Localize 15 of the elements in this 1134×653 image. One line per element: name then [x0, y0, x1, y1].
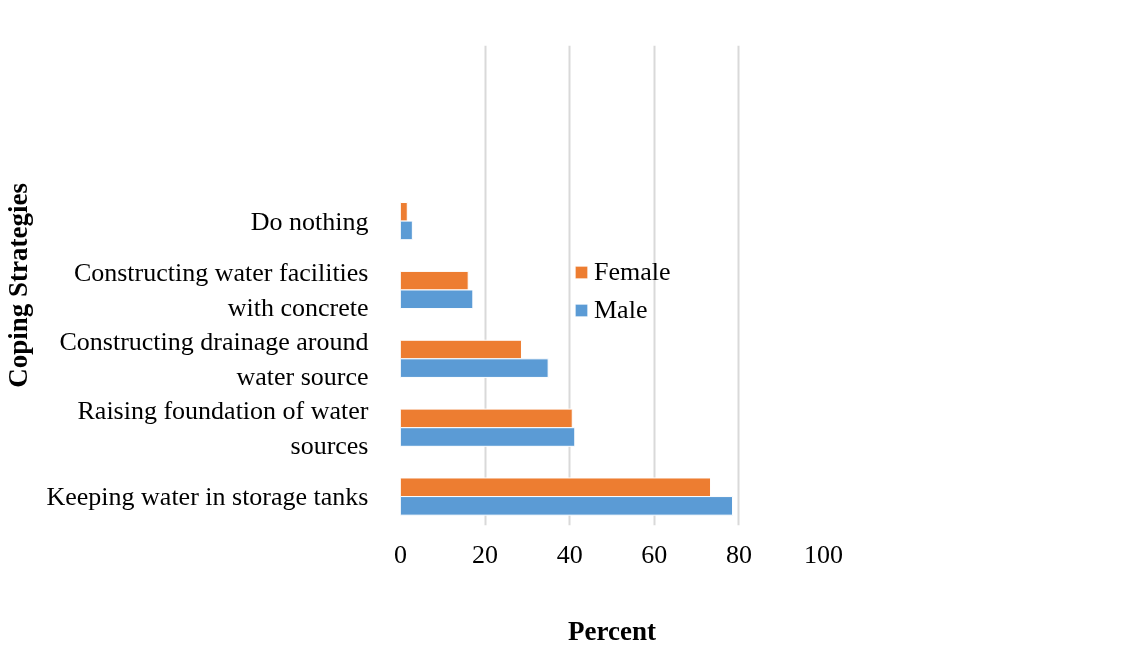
y-tick-label: Constructing water facilities with concrete	[73, 258, 369, 322]
x-tick-label: 100	[804, 539, 843, 569]
legend-label: Female	[594, 257, 671, 287]
y-axis-title: Coping Strategies	[3, 183, 34, 388]
x-tick-label: 20	[472, 539, 499, 569]
y-tick-label: Keeping water in storage tanks	[46, 482, 369, 512]
x-tick-label: 40	[556, 539, 583, 569]
x-tick-label: 0	[394, 539, 407, 569]
x-tick-label: 80	[725, 539, 752, 569]
y-tick-label: Constructing drainage around water source	[59, 326, 369, 391]
legend-label: Male	[594, 295, 648, 325]
x-tick-label: 60	[641, 539, 668, 569]
y-tick-label: Do nothing	[250, 206, 369, 236]
y-tick-label: Raising foundation of water sources	[77, 395, 369, 460]
x-axis-title: Percent	[568, 615, 656, 646]
